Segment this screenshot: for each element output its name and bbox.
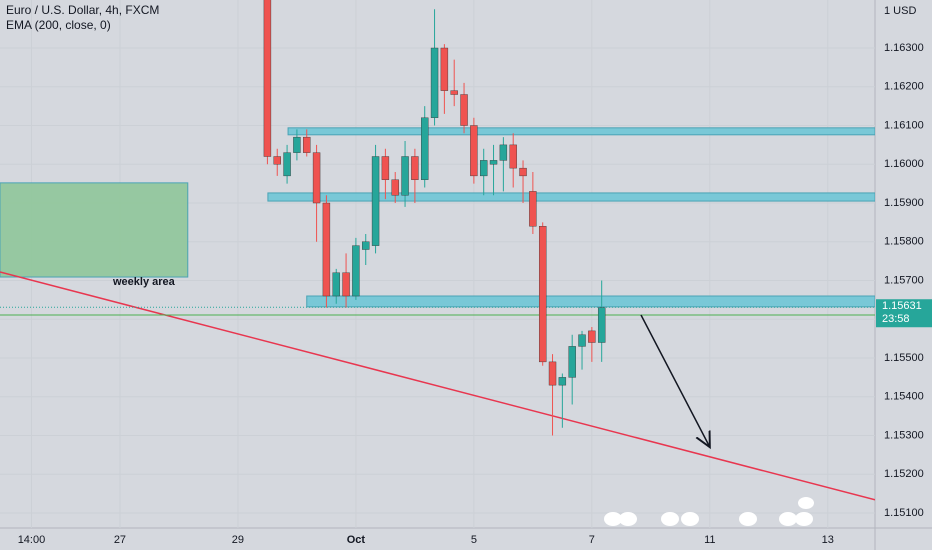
price-badge	[876, 299, 932, 328]
axis-unit: 1 USD	[884, 5, 916, 17]
candle-body	[401, 156, 409, 196]
candle-body	[371, 156, 380, 246]
candle-body	[352, 245, 360, 297]
plot	[0, 0, 875, 501]
candle-body	[578, 334, 586, 347]
x-tick-label: 14:00	[18, 534, 46, 546]
candle-body	[362, 241, 370, 250]
candle-body	[548, 361, 557, 386]
x-tick-label: 13	[822, 534, 834, 546]
candle-body	[529, 191, 537, 227]
candle-body	[509, 144, 517, 169]
x-tick-label: 27	[114, 534, 126, 546]
candle-body	[489, 160, 498, 165]
y-tick-label: 1.15400	[884, 391, 924, 403]
candle-body	[312, 152, 321, 204]
y-tick-label: 1.15800	[884, 236, 924, 248]
zone	[306, 295, 875, 308]
event-icons	[604, 497, 814, 526]
candle-body	[342, 272, 350, 297]
candle-body	[303, 136, 311, 153]
title: Euro / U.S. Dollar, 4h, FXCM	[6, 3, 159, 17]
zone	[267, 192, 875, 202]
candle-body	[519, 167, 527, 177]
candle-body	[430, 47, 439, 118]
candle-body	[322, 202, 331, 297]
candle-body	[558, 377, 567, 386]
y-tick-label: 1.15900	[884, 197, 924, 209]
y-tick-label: 1.15500	[884, 352, 924, 364]
candle-body	[332, 272, 340, 297]
candle-body	[293, 136, 301, 153]
y-tick-label: 1.16100	[884, 119, 924, 131]
x-tick-label: 5	[471, 534, 477, 546]
zone	[287, 127, 875, 136]
zone-label: weekly area	[112, 276, 176, 288]
price-label: 1.15631	[882, 300, 922, 312]
candle-body	[568, 346, 576, 378]
countdown: 23:58	[882, 313, 910, 325]
candle-body	[450, 90, 458, 95]
candle-body	[470, 125, 478, 177]
candle-body	[263, 0, 272, 157]
candle-body	[588, 330, 596, 343]
x-tick-label: 29	[232, 534, 244, 546]
y-tick-label: 1.16300	[884, 42, 924, 54]
candle-body	[597, 307, 606, 343]
arrow	[640, 314, 710, 447]
y-tick-label: 1.15200	[884, 468, 924, 480]
x-tick-label: 11	[704, 534, 715, 546]
candle-body	[460, 94, 468, 126]
zone	[0, 182, 189, 278]
candle-body	[440, 47, 449, 91]
y-tick-label: 1.16200	[884, 81, 924, 93]
candle-body	[273, 156, 281, 165]
candle-body	[283, 152, 291, 177]
candle-body	[411, 156, 419, 180]
x-tick-label: Oct	[347, 534, 366, 546]
y-tick-label: 1.15300	[884, 429, 924, 441]
candle-body	[421, 117, 429, 180]
x-tick-label: 7	[589, 534, 595, 546]
y-tick-label: 1.15700	[884, 274, 924, 286]
subtitle: EMA (200, close, 0)	[6, 18, 111, 32]
trendline	[0, 271, 875, 501]
candle-body	[499, 144, 508, 161]
candle-body	[391, 179, 399, 196]
y-tick-label: 1.16000	[884, 158, 924, 170]
y-tick-label: 1.15100	[884, 507, 924, 519]
candle-body	[538, 226, 547, 363]
candle-body	[480, 160, 488, 177]
candle-body	[381, 156, 390, 180]
